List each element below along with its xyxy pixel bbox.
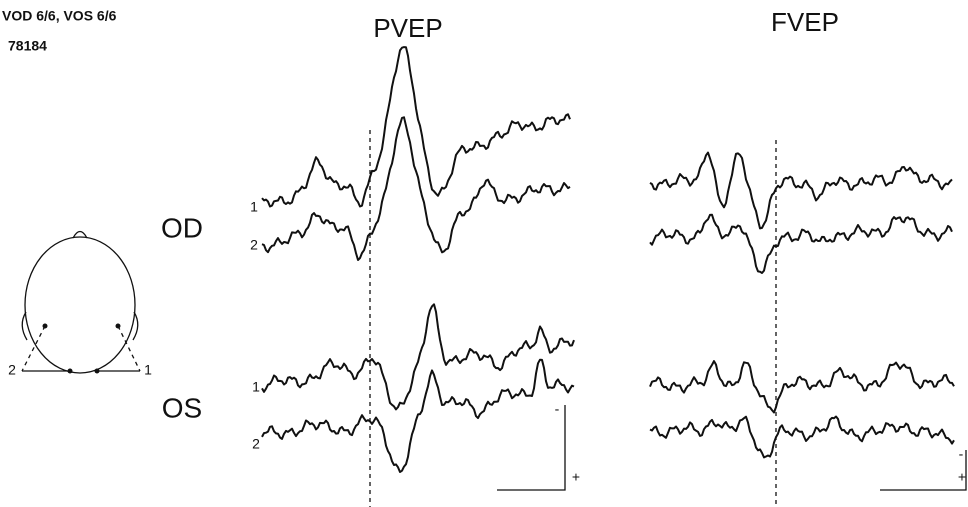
trace-label: 1	[252, 379, 260, 395]
head-diagram: 2 1	[8, 232, 152, 378]
waveform	[650, 361, 954, 412]
waveform	[650, 215, 952, 273]
scale-sign: +	[572, 469, 580, 485]
trace-label: 2	[252, 436, 260, 452]
scale-bar	[497, 405, 565, 490]
row-label: OS	[162, 392, 202, 423]
waveform	[650, 417, 954, 458]
derivation-line	[22, 326, 45, 371]
figure: VOD 6/6, VOS 6/6 78184 PVEP FVEP OD OS 1…	[0, 0, 968, 507]
row-label: OD	[161, 212, 203, 243]
electrode-label: 1	[144, 362, 152, 378]
trace-label: 2	[250, 237, 258, 253]
panel-title: PVEP	[373, 13, 442, 43]
scale-sign: -	[959, 446, 964, 462]
header-line: VOD 6/6, VOS 6/6	[2, 8, 117, 24]
panel-title: FVEP	[771, 7, 839, 37]
electrode-label: 2	[8, 362, 16, 378]
waveform	[262, 47, 570, 206]
scale-bar	[880, 450, 966, 490]
header-line: 78184	[8, 38, 47, 54]
scale-sign: +	[958, 469, 966, 485]
waveform	[262, 304, 574, 409]
head	[25, 237, 135, 373]
trace-label: 1	[250, 199, 258, 215]
scale-sign: -	[555, 401, 560, 417]
waveform	[262, 117, 570, 260]
